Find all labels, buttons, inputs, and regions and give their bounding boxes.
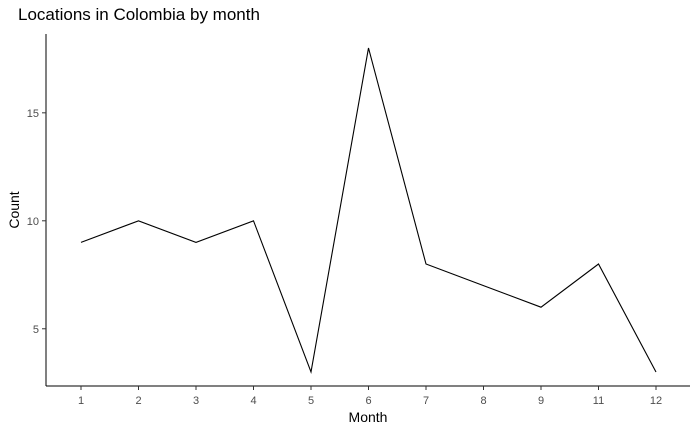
x-tick-label: 8 <box>480 395 486 407</box>
x-tick-label: 12 <box>650 395 662 407</box>
y-tick-label: 5 <box>33 324 39 336</box>
series-line <box>80 47 657 375</box>
chart-title: Locations in Colombia by month <box>18 5 260 24</box>
x-axis-title: Month <box>349 409 388 425</box>
x-axis-ticks: 1 2 3 4 5 6 7 8 9 11 12 <box>78 386 662 407</box>
y-tick-label: 10 <box>27 216 39 228</box>
x-tick-label: 9 <box>538 395 544 407</box>
x-tick-label: 5 <box>308 395 314 407</box>
x-tick-label: 2 <box>135 395 141 407</box>
y-axis-ticks: 5 10 15 <box>27 108 46 336</box>
x-tick-label: 3 <box>193 395 199 407</box>
x-tick-label: 4 <box>250 395 256 407</box>
y-tick-label: 15 <box>27 108 39 120</box>
series-layer <box>80 47 657 375</box>
x-tick-label: 6 <box>365 395 371 407</box>
y-axis-title: Count <box>6 191 22 228</box>
x-tick-label: 11 <box>593 395 604 407</box>
x-tick-label: 7 <box>423 395 429 407</box>
axes <box>45 34 690 387</box>
x-tick-label: 1 <box>78 395 84 407</box>
